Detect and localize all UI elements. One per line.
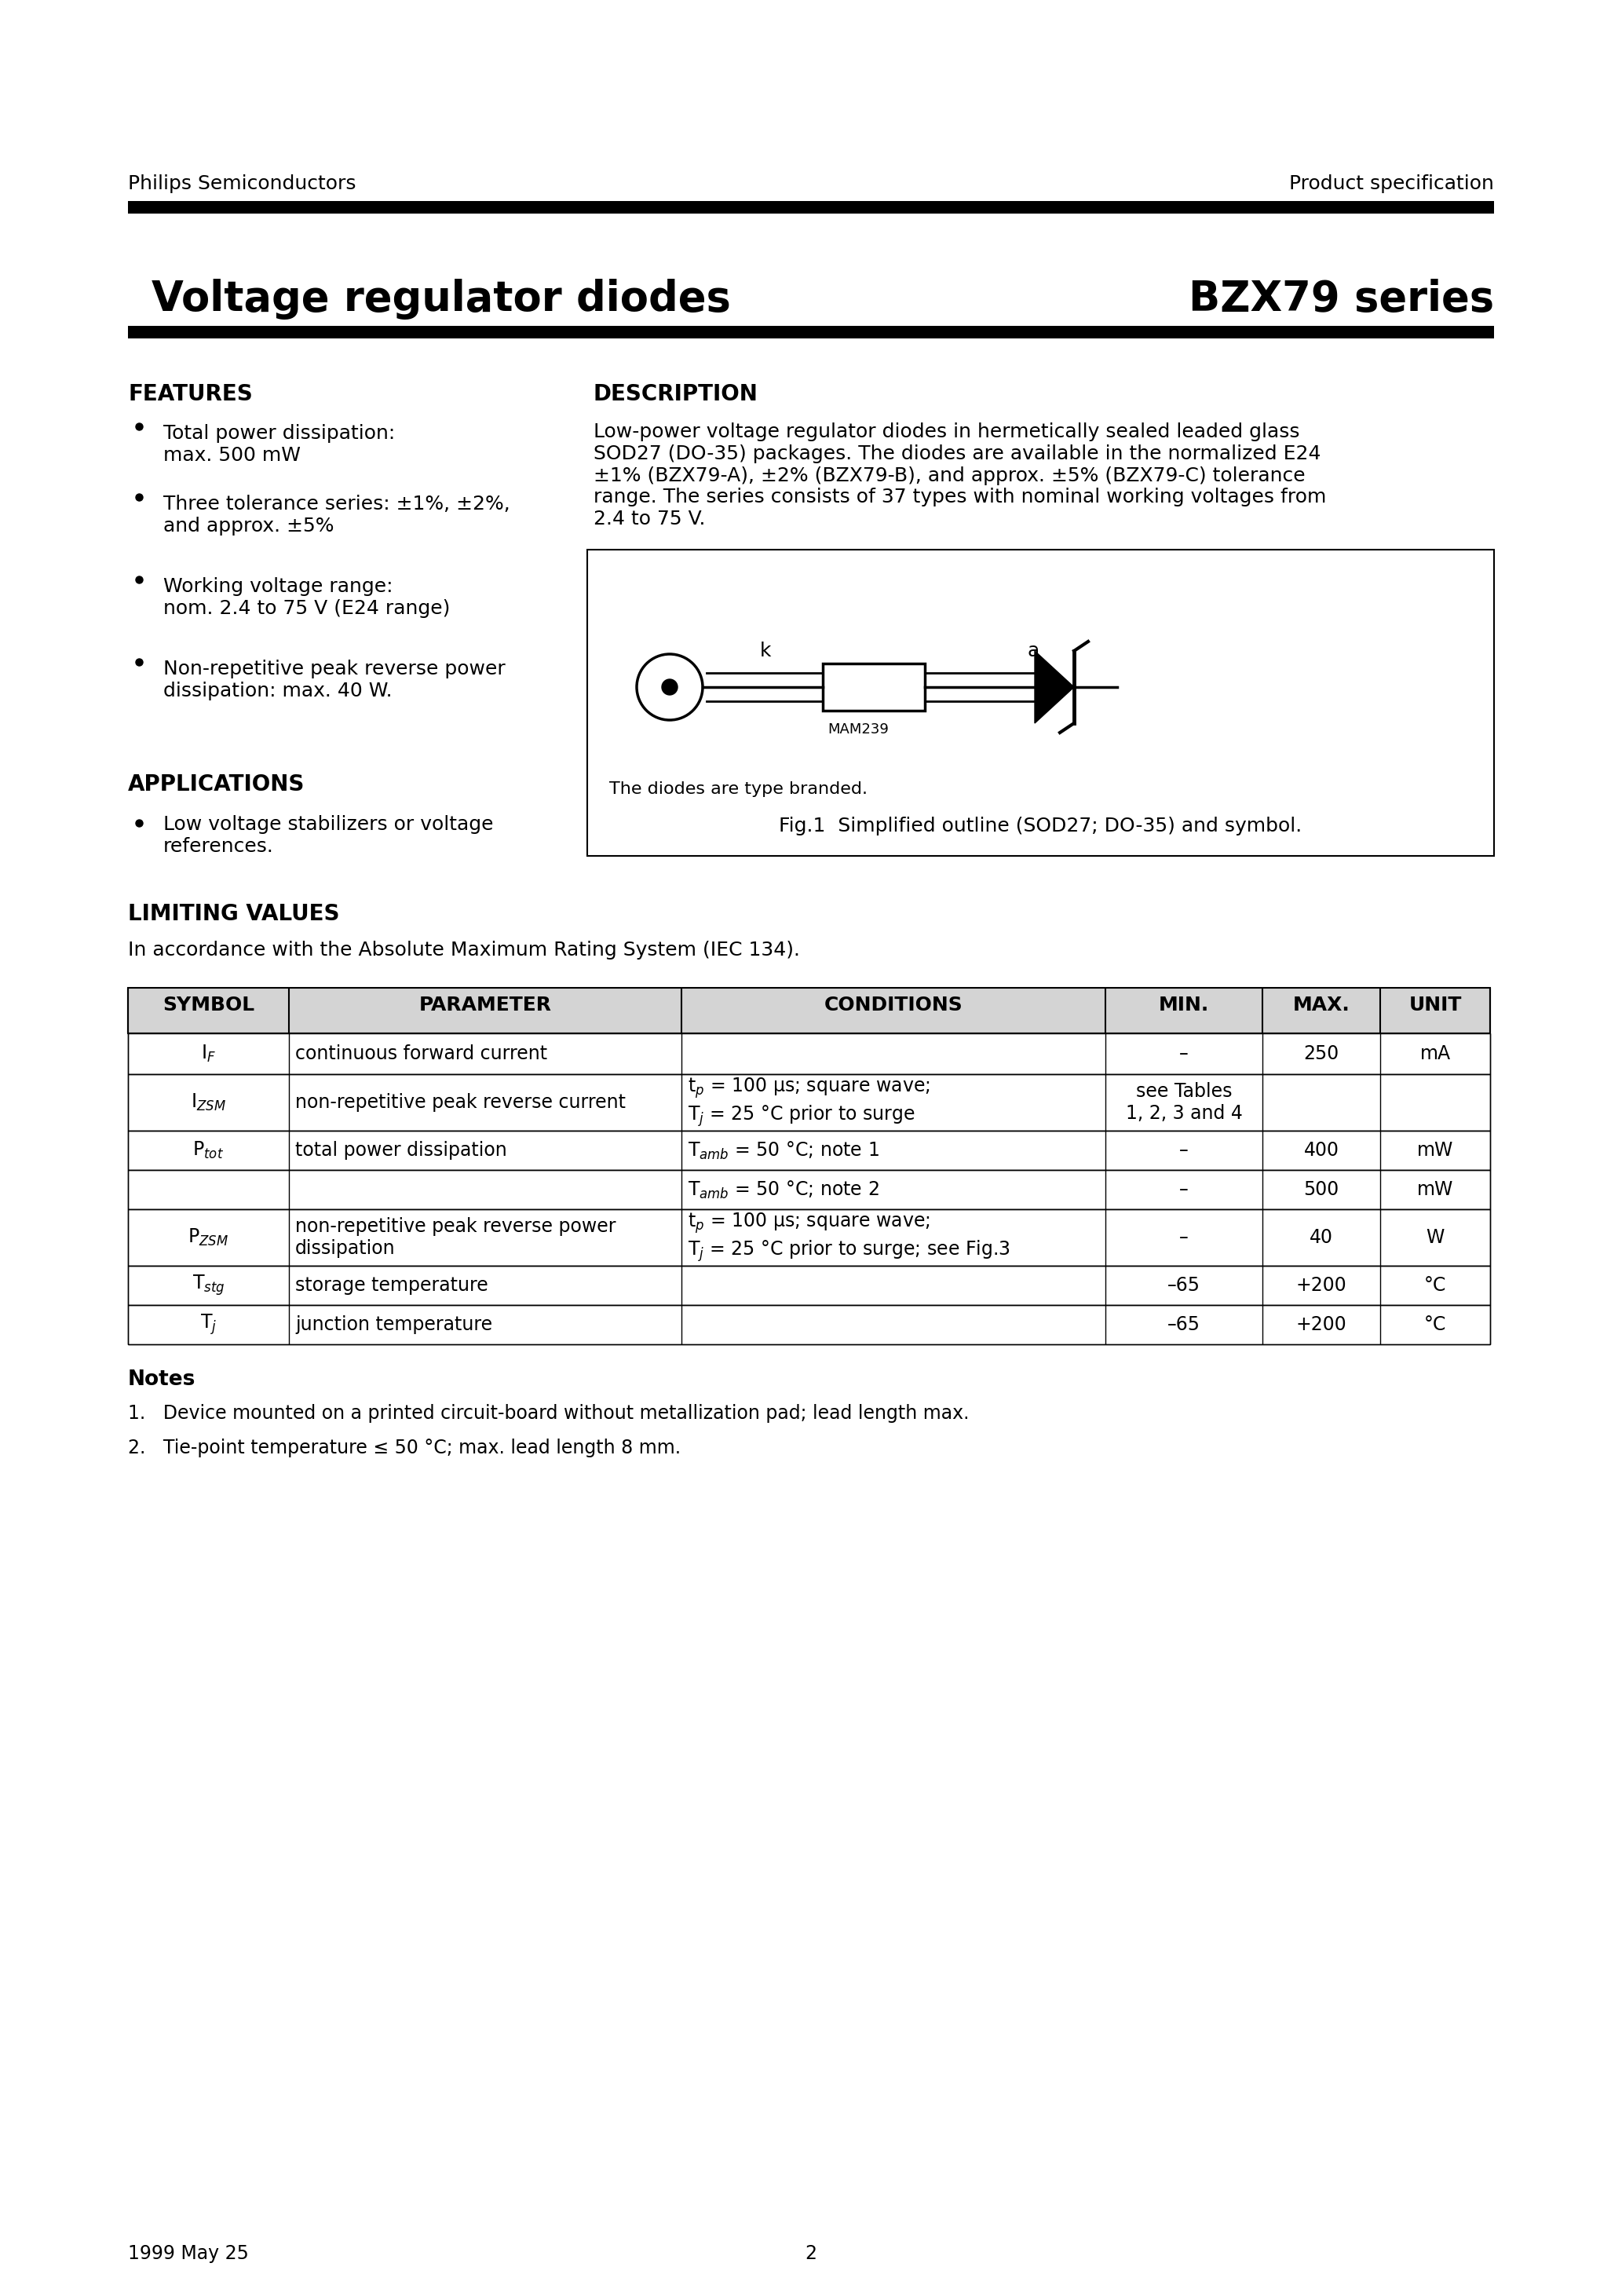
Text: P$_{ZSM}$: P$_{ZSM}$ bbox=[188, 1228, 229, 1247]
Text: +200: +200 bbox=[1296, 1316, 1346, 1334]
Text: –: – bbox=[1179, 1045, 1189, 1063]
Bar bbox=[128, 1265, 1491, 1304]
Text: P$_{tot}$: P$_{tot}$ bbox=[193, 1141, 224, 1162]
Text: k: k bbox=[761, 641, 772, 661]
Text: mW: mW bbox=[1418, 1180, 1453, 1199]
Text: Low-power voltage regulator diodes in hermetically sealed leaded glass
SOD27 (DO: Low-power voltage regulator diodes in he… bbox=[594, 422, 1327, 528]
Bar bbox=[587, 549, 1494, 856]
Text: BZX79 series: BZX79 series bbox=[1189, 278, 1494, 319]
Text: non-repetitive peak reverse current: non-repetitive peak reverse current bbox=[295, 1093, 626, 1111]
Bar bbox=[822, 664, 925, 712]
Text: MAM239: MAM239 bbox=[827, 723, 889, 737]
Text: Working voltage range:
nom. 2.4 to 75 V (E24 range): Working voltage range: nom. 2.4 to 75 V … bbox=[164, 576, 451, 618]
Text: °C: °C bbox=[1424, 1277, 1447, 1295]
Bar bbox=[128, 1210, 1491, 1265]
Text: I$_{ZSM}$: I$_{ZSM}$ bbox=[191, 1093, 225, 1114]
Text: 1.   Device mounted on a printed circuit-board without metallization pad; lead l: 1. Device mounted on a printed circuit-b… bbox=[128, 1403, 970, 1424]
Text: –: – bbox=[1179, 1180, 1189, 1199]
Text: t$_p$ = 100 μs; square wave;
T$_j$ = 25 °C prior to surge; see Fig.3: t$_p$ = 100 μs; square wave; T$_j$ = 25 … bbox=[688, 1212, 1011, 1263]
Text: junction temperature: junction temperature bbox=[295, 1316, 493, 1334]
Text: Total power dissipation:
max. 500 mW: Total power dissipation: max. 500 mW bbox=[164, 425, 396, 464]
Text: Notes: Notes bbox=[128, 1368, 196, 1389]
Text: DESCRIPTION: DESCRIPTION bbox=[594, 383, 759, 404]
Text: Low voltage stabilizers or voltage
references.: Low voltage stabilizers or voltage refer… bbox=[164, 815, 493, 856]
Text: a: a bbox=[1027, 641, 1038, 661]
Text: In accordance with the Absolute Maximum Rating System (IEC 134).: In accordance with the Absolute Maximum … bbox=[128, 941, 800, 960]
Text: T$_j$: T$_j$ bbox=[200, 1313, 217, 1336]
Text: –: – bbox=[1179, 1141, 1189, 1159]
Text: Non-repetitive peak reverse power
dissipation: max. 40 W.: Non-repetitive peak reverse power dissip… bbox=[164, 659, 506, 700]
Text: SYMBOL: SYMBOL bbox=[162, 996, 255, 1015]
Text: total power dissipation: total power dissipation bbox=[295, 1141, 508, 1159]
Text: °C: °C bbox=[1424, 1316, 1447, 1334]
Text: T$_{amb}$ = 50 °C; note 1: T$_{amb}$ = 50 °C; note 1 bbox=[688, 1139, 879, 1162]
Text: 1999 May 25: 1999 May 25 bbox=[128, 2243, 248, 2264]
Polygon shape bbox=[1035, 652, 1074, 723]
Text: 500: 500 bbox=[1304, 1180, 1340, 1199]
Text: t$_p$ = 100 μs; square wave;
T$_j$ = 25 °C prior to surge: t$_p$ = 100 μs; square wave; T$_j$ = 25 … bbox=[688, 1077, 931, 1130]
Text: 2.   Tie-point temperature ≤ 50 °C; max. lead length 8 mm.: 2. Tie-point temperature ≤ 50 °C; max. l… bbox=[128, 1440, 681, 1458]
Text: 40: 40 bbox=[1309, 1228, 1333, 1247]
Text: 2: 2 bbox=[805, 2243, 817, 2264]
Text: The diodes are type branded.: The diodes are type branded. bbox=[610, 781, 868, 797]
Text: MAX.: MAX. bbox=[1293, 996, 1350, 1015]
Text: UNIT: UNIT bbox=[1408, 996, 1461, 1015]
Text: continuous forward current: continuous forward current bbox=[295, 1045, 547, 1063]
Text: –: – bbox=[1179, 1228, 1189, 1247]
Bar bbox=[128, 987, 1491, 1033]
Bar bbox=[128, 326, 1494, 338]
Text: mA: mA bbox=[1419, 1045, 1450, 1063]
Text: non-repetitive peak reverse power
dissipation: non-repetitive peak reverse power dissip… bbox=[295, 1217, 616, 1258]
Text: MIN.: MIN. bbox=[1158, 996, 1208, 1015]
Text: Fig.1  Simplified outline (SOD27; DO-35) and symbol.: Fig.1 Simplified outline (SOD27; DO-35) … bbox=[779, 817, 1302, 836]
Text: T$_{stg}$: T$_{stg}$ bbox=[191, 1274, 225, 1297]
Text: –65: –65 bbox=[1168, 1277, 1200, 1295]
Text: Voltage regulator diodes: Voltage regulator diodes bbox=[151, 278, 732, 319]
Text: T$_{amb}$ = 50 °C; note 2: T$_{amb}$ = 50 °C; note 2 bbox=[688, 1178, 879, 1201]
Bar bbox=[128, 1304, 1491, 1343]
Bar bbox=[128, 1075, 1491, 1130]
Text: I$_F$: I$_F$ bbox=[201, 1042, 216, 1063]
Bar bbox=[128, 1033, 1491, 1075]
Text: W: W bbox=[1426, 1228, 1444, 1247]
Text: storage temperature: storage temperature bbox=[295, 1277, 488, 1295]
Text: 250: 250 bbox=[1304, 1045, 1340, 1063]
Bar bbox=[128, 1130, 1491, 1171]
Text: see Tables
1, 2, 3 and 4: see Tables 1, 2, 3 and 4 bbox=[1126, 1081, 1242, 1123]
Text: mW: mW bbox=[1418, 1141, 1453, 1159]
Text: PARAMETER: PARAMETER bbox=[418, 996, 551, 1015]
Text: APPLICATIONS: APPLICATIONS bbox=[128, 774, 305, 794]
Text: Three tolerance series: ±1%, ±2%,
and approx. ±5%: Three tolerance series: ±1%, ±2%, and ap… bbox=[164, 494, 509, 535]
Text: FEATURES: FEATURES bbox=[128, 383, 253, 404]
Text: Product specification: Product specification bbox=[1289, 174, 1494, 193]
Text: +200: +200 bbox=[1296, 1277, 1346, 1295]
Text: Philips Semiconductors: Philips Semiconductors bbox=[128, 174, 357, 193]
Text: 400: 400 bbox=[1304, 1141, 1340, 1159]
Bar bbox=[128, 1171, 1491, 1210]
Text: LIMITING VALUES: LIMITING VALUES bbox=[128, 902, 339, 925]
Text: CONDITIONS: CONDITIONS bbox=[824, 996, 963, 1015]
Text: –65: –65 bbox=[1168, 1316, 1200, 1334]
Bar bbox=[128, 202, 1494, 214]
Circle shape bbox=[662, 680, 678, 696]
